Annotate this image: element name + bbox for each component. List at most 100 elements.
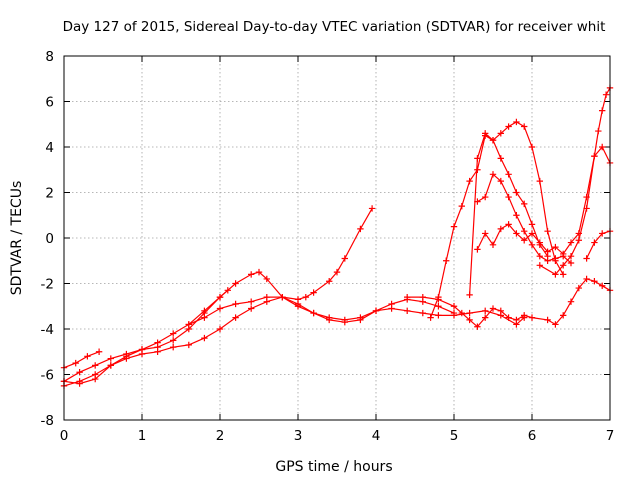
data-point (560, 312, 567, 319)
grid (64, 56, 610, 420)
data-point (583, 205, 590, 212)
data-point (435, 312, 442, 319)
data-point (232, 280, 239, 287)
data-point (170, 330, 177, 337)
data-point (567, 253, 575, 260)
data-point (552, 243, 559, 251)
data-point (310, 309, 317, 317)
data-point (466, 316, 473, 324)
data-point (513, 118, 520, 126)
data-point (341, 255, 348, 262)
data-point (544, 257, 551, 264)
data-point (536, 253, 543, 260)
data-point (474, 246, 481, 253)
series-sat-j (474, 143, 614, 258)
series-sat-h (466, 118, 567, 299)
data-point (552, 271, 559, 278)
x-tick-label: 5 (450, 428, 459, 444)
data-point (599, 282, 606, 289)
data-point (595, 127, 602, 135)
data-point (482, 230, 489, 237)
data-point (368, 205, 376, 212)
data-point (528, 241, 536, 249)
x-tick-label: 4 (372, 428, 381, 444)
data-point (450, 309, 458, 317)
data-point (279, 293, 286, 301)
data-point (294, 296, 302, 303)
data-point (505, 314, 512, 321)
data-point (536, 262, 543, 269)
data-point (435, 293, 442, 301)
data-point (528, 221, 536, 228)
data-point (521, 237, 528, 244)
data-point (201, 334, 208, 342)
y-tick-label: 2 (45, 186, 54, 202)
data-point (575, 237, 582, 244)
data-point (513, 212, 520, 219)
data-point (466, 177, 473, 185)
data-point (450, 223, 458, 230)
data-point (76, 378, 83, 385)
data-point (505, 123, 512, 130)
data-point (591, 239, 598, 246)
data-point (560, 250, 567, 258)
data-point (263, 293, 270, 301)
data-point (575, 284, 582, 292)
data-point (599, 143, 606, 151)
data-point (123, 350, 130, 358)
data-point (528, 230, 536, 237)
series-sat-c (60, 205, 376, 385)
data-point (521, 123, 528, 130)
data-point (583, 275, 590, 283)
data-point (466, 309, 473, 317)
series-line (63, 271, 525, 385)
data-point (92, 371, 99, 378)
data-point (92, 362, 99, 369)
data-point (170, 337, 177, 344)
series-sat-a (60, 268, 528, 387)
data-point (599, 230, 606, 237)
data-point (310, 289, 317, 296)
series-line (586, 230, 611, 259)
data-point (505, 221, 512, 228)
plot-frame (63, 55, 611, 421)
y-tick-label: 8 (45, 49, 54, 65)
data-point (497, 177, 504, 185)
data-point (521, 227, 528, 235)
data-point (107, 362, 114, 369)
data-point (560, 271, 567, 278)
data-point (216, 325, 224, 333)
data-point (201, 314, 208, 321)
data-point (443, 257, 450, 264)
data-point (552, 321, 559, 328)
data-point (341, 318, 348, 326)
data-point (536, 239, 543, 246)
data-point (224, 287, 231, 294)
data-point (482, 314, 489, 321)
data-point (567, 259, 575, 267)
data-point (544, 227, 551, 235)
data-point (521, 312, 528, 319)
series-sat-i (474, 171, 575, 267)
data-point (170, 344, 177, 351)
data-point (544, 248, 551, 255)
x-tick-label: 3 (294, 428, 303, 444)
data-point (497, 307, 504, 314)
data-point (489, 136, 497, 144)
data-point (357, 225, 364, 233)
series-line (430, 134, 549, 318)
series-group (60, 84, 614, 390)
data-point (552, 255, 559, 262)
data-point (326, 278, 333, 285)
x-axis-label: GPS time / hours (275, 459, 392, 475)
series-line (63, 296, 455, 387)
data-point (536, 177, 543, 185)
data-point (216, 293, 224, 301)
y-tick-label: -4 (41, 322, 54, 338)
x-tick-label: 6 (528, 428, 537, 444)
data-point (72, 359, 79, 367)
data-point (302, 293, 309, 301)
data-point (489, 171, 497, 178)
y-tick-label: 0 (45, 231, 54, 247)
